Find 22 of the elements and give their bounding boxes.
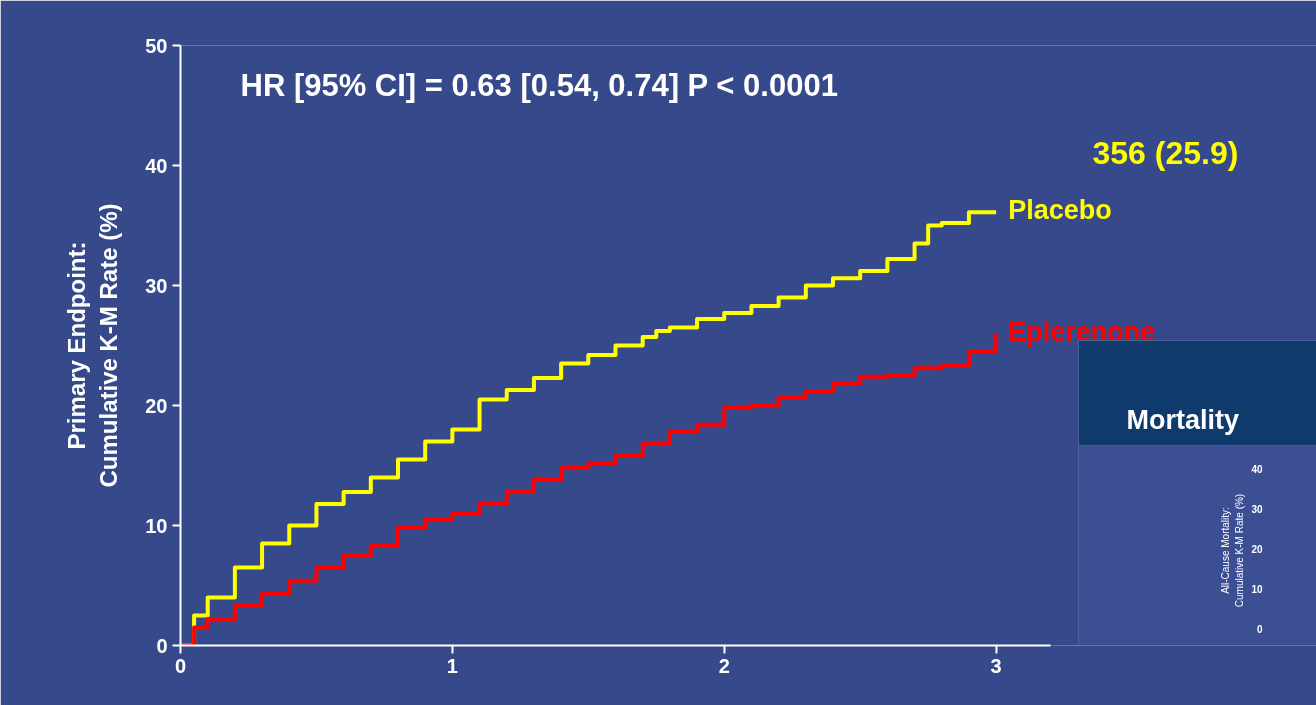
y-tick-label: 0: [156, 634, 168, 657]
x-tick-label: 0: [174, 654, 187, 677]
y-tick-label: 40: [145, 154, 168, 177]
series-label: Eplerenone: [1008, 316, 1156, 347]
y-tick-label: 20: [145, 394, 168, 417]
x-tick-label: 1: [446, 654, 458, 677]
text: All-Cause Mortality: Cumulative K-M Rate (%): [1220, 493, 1245, 608]
text: 20: [1251, 543, 1263, 555]
x-tick-label: 2: [718, 654, 730, 677]
text: Mortality: [1126, 404, 1240, 435]
text: 30: [1251, 503, 1263, 515]
y-axis-title: Primary Endpoint: Cumulative K-M Rate (%): [62, 203, 123, 488]
text: 40: [1251, 463, 1263, 475]
x-tick-label: 3: [990, 654, 1002, 677]
y-tick-label: 30: [145, 274, 168, 297]
series-label: Placebo: [1008, 195, 1112, 226]
text: 356 (25.9): [1092, 134, 1239, 171]
y-tick-label: 10: [145, 514, 168, 537]
text: HR [95% CI] = 0.63 [0.54, 0.74] P < 0.0001: [240, 68, 838, 103]
text: 0: [1256, 623, 1263, 635]
y-tick-label: 50: [145, 34, 168, 57]
text: 10: [1251, 583, 1263, 595]
